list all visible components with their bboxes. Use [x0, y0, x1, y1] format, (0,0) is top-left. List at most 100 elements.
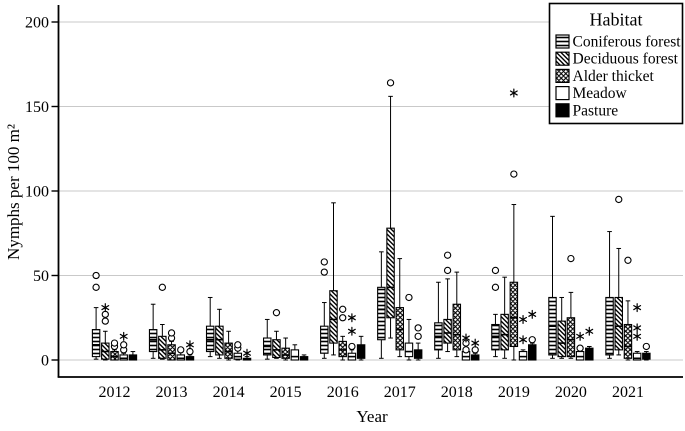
box: [614, 296, 623, 351]
outlier-circle: [339, 314, 347, 322]
box: [500, 313, 509, 351]
box: [575, 350, 585, 361]
extreme-star: [462, 333, 470, 343]
box: [356, 344, 366, 359]
box: [338, 340, 347, 358]
outlier-circle: [471, 346, 479, 354]
box: [329, 290, 338, 344]
box: [281, 347, 290, 359]
outlier-circle: [320, 268, 328, 276]
box: [158, 335, 167, 359]
outlier-circle: [491, 266, 500, 275]
box: [470, 354, 480, 361]
box: [215, 325, 224, 356]
box: [91, 329, 101, 358]
outlier-circle: [567, 254, 575, 263]
outlier-circle: [405, 293, 413, 302]
x-tick-label: 2014: [213, 384, 245, 401]
y-axis-title: Nymphs per 100 m²: [4, 124, 23, 260]
outlier-circle: [414, 332, 422, 340]
legend-label: Alder thicket: [573, 68, 655, 85]
x-tick-label: 2016: [327, 384, 359, 401]
y-tick-label: 50: [33, 268, 49, 285]
box: [290, 349, 300, 361]
outlier-circle: [158, 283, 166, 291]
y-tick-label: 100: [25, 184, 49, 201]
extreme-star: [471, 338, 480, 348]
series-deciduous-forest: [101, 79, 623, 361]
legend-label: Meadow: [573, 85, 628, 102]
box: [642, 352, 651, 360]
extreme-star: [633, 303, 642, 313]
box: [386, 227, 395, 319]
series-alder-thicket: [110, 88, 633, 361]
extreme-star: [528, 309, 537, 319]
legend-swatch-horizontal-lines: [555, 34, 570, 49]
box: [320, 325, 329, 354]
box: [527, 344, 537, 361]
outlier-circle: [348, 342, 356, 351]
box: [185, 356, 195, 361]
box: [413, 349, 423, 359]
box: [377, 286, 386, 341]
box: [110, 350, 119, 361]
y-tick-label: 200: [25, 15, 49, 32]
box: [632, 352, 642, 361]
extreme-star: [633, 323, 642, 333]
extreme-star: [101, 303, 110, 313]
box: [119, 354, 128, 361]
legend-swatch-diagonal-lines: [555, 51, 570, 66]
axes: 0 50 100 150 200 2012 2013 2014 2015 2016 2017 2018…: [25, 5, 683, 401]
legend-label: Deciduous forest: [573, 51, 679, 68]
x-tick-label: 2013: [156, 384, 188, 401]
x-tick-label: 2019: [498, 384, 530, 401]
legend-title: Habitat: [590, 10, 643, 30]
box: [242, 357, 252, 361]
y-tick-label: 0: [41, 353, 49, 370]
outlier-circle: [92, 283, 100, 291]
box: [176, 354, 186, 361]
box: [491, 323, 500, 351]
series-meadow: [119, 293, 642, 361]
box: [272, 339, 281, 359]
x-tick-label: 2021: [612, 384, 644, 401]
box: [395, 307, 404, 351]
outlier-circle: [272, 309, 281, 317]
outlier-circle: [615, 195, 623, 204]
legend-swatch-crosshatch: [555, 68, 570, 84]
legend-label: Pasture: [573, 102, 619, 119]
box: [585, 347, 594, 361]
x-tick-label: 2020: [555, 384, 587, 401]
outlier-circle: [92, 271, 100, 280]
box: [518, 350, 528, 361]
legend-swatch-white: [555, 85, 570, 101]
extreme-star: [347, 326, 356, 336]
extreme-star: [119, 331, 128, 341]
outlier-circle: [101, 317, 109, 325]
legend-label: Coniferous forest: [573, 34, 682, 51]
extreme-star: [509, 88, 518, 98]
box: [128, 354, 138, 361]
extreme-star: [519, 314, 527, 324]
outlier-circle: [120, 341, 128, 349]
outlier-circle: [110, 339, 119, 347]
outlier-circle: [320, 258, 328, 266]
extreme-star: [633, 331, 642, 341]
outlier-circle: [339, 305, 347, 313]
outlier-circle: [386, 79, 395, 87]
y-tick-label: 150: [25, 99, 49, 116]
box: [566, 317, 576, 358]
outlier-circle: [642, 342, 650, 351]
box: [224, 342, 233, 359]
x-tick-label: 2015: [270, 384, 302, 401]
outlier-circle: [186, 347, 194, 356]
box: [167, 344, 176, 361]
outlier-circle: [167, 329, 176, 337]
outlier-circle: [528, 336, 536, 344]
extreme-star: [186, 340, 194, 350]
box: [148, 329, 158, 353]
box: [299, 356, 309, 361]
